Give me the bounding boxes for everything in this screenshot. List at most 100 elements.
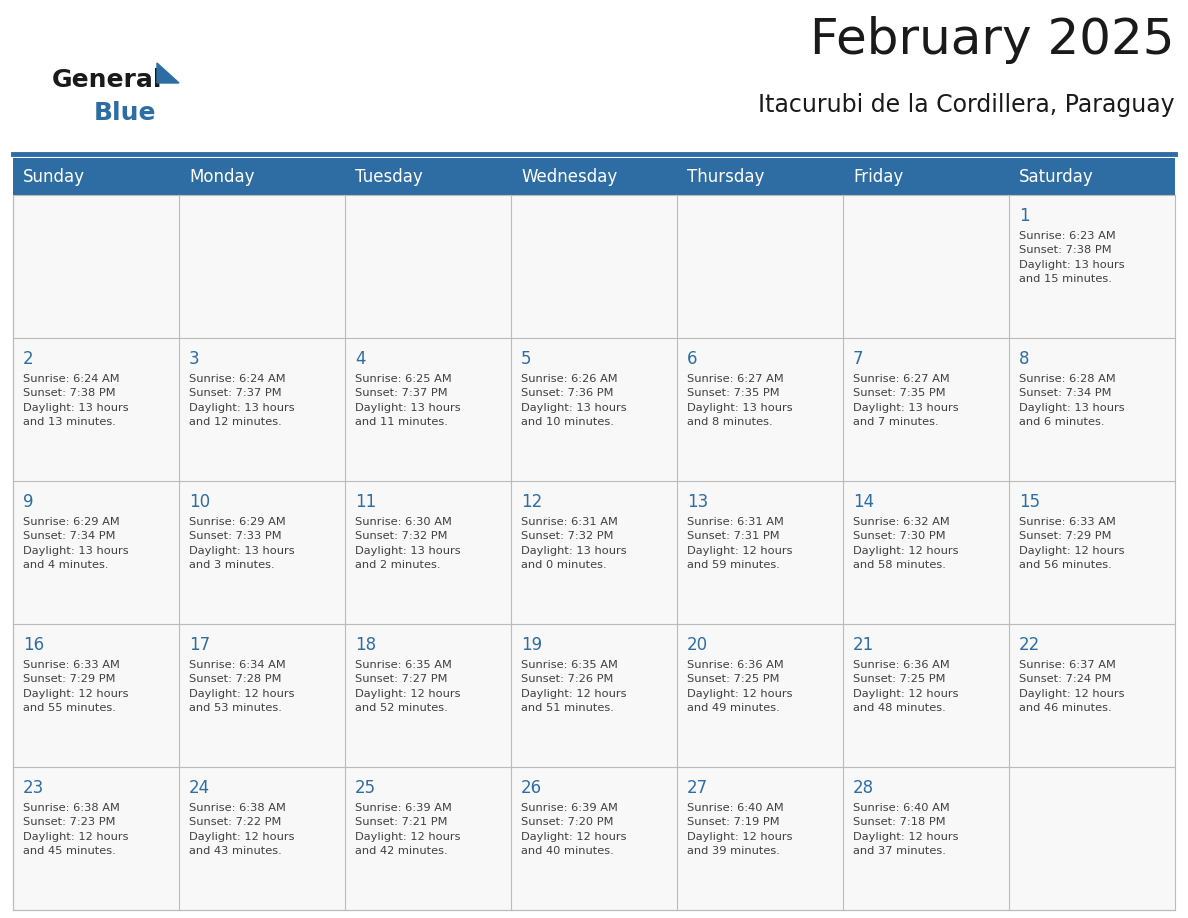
Text: General: General	[52, 68, 163, 92]
Bar	[345, 195, 511, 338]
Text: Saturday: Saturday	[1019, 167, 1094, 185]
Bar	[1009, 767, 1175, 910]
Text: Sunrise: 6:29 AM
Sunset: 7:34 PM
Daylight: 13 hours
and 4 minutes.: Sunrise: 6:29 AM Sunset: 7:34 PM Dayligh…	[23, 517, 128, 570]
Bar	[13, 624, 179, 767]
Text: Sunrise: 6:31 AM
Sunset: 7:31 PM
Daylight: 12 hours
and 59 minutes.: Sunrise: 6:31 AM Sunset: 7:31 PM Dayligh…	[687, 517, 792, 570]
Text: 13: 13	[687, 493, 708, 511]
Text: Sunrise: 6:25 AM
Sunset: 7:37 PM
Daylight: 13 hours
and 11 minutes.: Sunrise: 6:25 AM Sunset: 7:37 PM Dayligh…	[355, 374, 461, 427]
Bar	[511, 195, 677, 338]
Bar	[677, 338, 843, 481]
Bar	[677, 481, 843, 624]
Text: 4: 4	[355, 350, 366, 368]
Text: 23: 23	[23, 779, 44, 797]
Bar	[345, 624, 511, 767]
Text: 20: 20	[687, 636, 708, 654]
Text: Sunrise: 6:40 AM
Sunset: 7:19 PM
Daylight: 12 hours
and 39 minutes.: Sunrise: 6:40 AM Sunset: 7:19 PM Dayligh…	[687, 803, 792, 856]
Text: Sunrise: 6:33 AM
Sunset: 7:29 PM
Daylight: 12 hours
and 55 minutes.: Sunrise: 6:33 AM Sunset: 7:29 PM Dayligh…	[23, 660, 128, 713]
Text: Wednesday: Wednesday	[522, 167, 618, 185]
Text: Sunrise: 6:32 AM
Sunset: 7:30 PM
Daylight: 12 hours
and 58 minutes.: Sunrise: 6:32 AM Sunset: 7:30 PM Dayligh…	[853, 517, 959, 570]
Text: Sunrise: 6:40 AM
Sunset: 7:18 PM
Daylight: 12 hours
and 37 minutes.: Sunrise: 6:40 AM Sunset: 7:18 PM Dayligh…	[853, 803, 959, 856]
Text: Sunrise: 6:39 AM
Sunset: 7:21 PM
Daylight: 12 hours
and 42 minutes.: Sunrise: 6:39 AM Sunset: 7:21 PM Dayligh…	[355, 803, 461, 856]
Text: Sunrise: 6:36 AM
Sunset: 7:25 PM
Daylight: 12 hours
and 49 minutes.: Sunrise: 6:36 AM Sunset: 7:25 PM Dayligh…	[687, 660, 792, 713]
Bar	[843, 481, 1009, 624]
Bar	[345, 767, 511, 910]
Text: Sunrise: 6:39 AM
Sunset: 7:20 PM
Daylight: 12 hours
and 40 minutes.: Sunrise: 6:39 AM Sunset: 7:20 PM Dayligh…	[522, 803, 626, 856]
Bar	[677, 767, 843, 910]
Text: Sunrise: 6:38 AM
Sunset: 7:23 PM
Daylight: 12 hours
and 45 minutes.: Sunrise: 6:38 AM Sunset: 7:23 PM Dayligh…	[23, 803, 128, 856]
Bar	[843, 338, 1009, 481]
Bar	[511, 624, 677, 767]
Bar	[179, 338, 345, 481]
Bar	[843, 624, 1009, 767]
Text: Sunrise: 6:34 AM
Sunset: 7:28 PM
Daylight: 12 hours
and 53 minutes.: Sunrise: 6:34 AM Sunset: 7:28 PM Dayligh…	[189, 660, 295, 713]
Bar	[511, 481, 677, 624]
Text: 10: 10	[189, 493, 210, 511]
Text: 25: 25	[355, 779, 377, 797]
Text: Friday: Friday	[853, 167, 903, 185]
Bar	[843, 767, 1009, 910]
Text: 8: 8	[1019, 350, 1030, 368]
Text: 17: 17	[189, 636, 210, 654]
Bar	[345, 481, 511, 624]
Text: 2: 2	[23, 350, 33, 368]
Text: 1: 1	[1019, 207, 1030, 225]
Bar	[13, 767, 179, 910]
Bar	[13, 338, 179, 481]
Bar	[179, 624, 345, 767]
Text: Blue: Blue	[94, 101, 157, 125]
Bar	[511, 338, 677, 481]
Bar	[179, 195, 345, 338]
Bar	[511, 767, 677, 910]
Text: Sunrise: 6:35 AM
Sunset: 7:26 PM
Daylight: 12 hours
and 51 minutes.: Sunrise: 6:35 AM Sunset: 7:26 PM Dayligh…	[522, 660, 626, 713]
Text: 12: 12	[522, 493, 542, 511]
Text: 18: 18	[355, 636, 377, 654]
Bar	[345, 338, 511, 481]
Polygon shape	[157, 63, 179, 83]
Text: Sunrise: 6:24 AM
Sunset: 7:38 PM
Daylight: 13 hours
and 13 minutes.: Sunrise: 6:24 AM Sunset: 7:38 PM Dayligh…	[23, 374, 128, 427]
Text: 16: 16	[23, 636, 44, 654]
Text: 15: 15	[1019, 493, 1041, 511]
Text: February 2025: February 2025	[810, 16, 1175, 64]
Text: Sunrise: 6:27 AM
Sunset: 7:35 PM
Daylight: 13 hours
and 8 minutes.: Sunrise: 6:27 AM Sunset: 7:35 PM Dayligh…	[687, 374, 792, 427]
Text: Itacurubi de la Cordillera, Paraguay: Itacurubi de la Cordillera, Paraguay	[758, 93, 1175, 117]
Text: Sunrise: 6:23 AM
Sunset: 7:38 PM
Daylight: 13 hours
and 15 minutes.: Sunrise: 6:23 AM Sunset: 7:38 PM Dayligh…	[1019, 231, 1125, 285]
Bar	[843, 195, 1009, 338]
Text: 6: 6	[687, 350, 697, 368]
Text: Sunrise: 6:31 AM
Sunset: 7:32 PM
Daylight: 13 hours
and 0 minutes.: Sunrise: 6:31 AM Sunset: 7:32 PM Dayligh…	[522, 517, 626, 570]
Text: 3: 3	[189, 350, 200, 368]
Text: Sunday: Sunday	[23, 167, 86, 185]
Bar	[677, 195, 843, 338]
Bar	[1009, 624, 1175, 767]
Bar	[677, 624, 843, 767]
Text: Sunrise: 6:35 AM
Sunset: 7:27 PM
Daylight: 12 hours
and 52 minutes.: Sunrise: 6:35 AM Sunset: 7:27 PM Dayligh…	[355, 660, 461, 713]
Text: 5: 5	[522, 350, 531, 368]
Text: Tuesday: Tuesday	[355, 167, 423, 185]
Text: 22: 22	[1019, 636, 1041, 654]
Bar	[13, 158, 1175, 195]
Bar	[13, 195, 179, 338]
Text: Sunrise: 6:33 AM
Sunset: 7:29 PM
Daylight: 12 hours
and 56 minutes.: Sunrise: 6:33 AM Sunset: 7:29 PM Dayligh…	[1019, 517, 1125, 570]
Bar	[13, 481, 179, 624]
Text: Sunrise: 6:27 AM
Sunset: 7:35 PM
Daylight: 13 hours
and 7 minutes.: Sunrise: 6:27 AM Sunset: 7:35 PM Dayligh…	[853, 374, 959, 427]
Text: Sunrise: 6:24 AM
Sunset: 7:37 PM
Daylight: 13 hours
and 12 minutes.: Sunrise: 6:24 AM Sunset: 7:37 PM Dayligh…	[189, 374, 295, 427]
Text: 9: 9	[23, 493, 33, 511]
Text: 14: 14	[853, 493, 874, 511]
Text: Sunrise: 6:37 AM
Sunset: 7:24 PM
Daylight: 12 hours
and 46 minutes.: Sunrise: 6:37 AM Sunset: 7:24 PM Dayligh…	[1019, 660, 1125, 713]
Bar	[179, 767, 345, 910]
Bar	[1009, 338, 1175, 481]
Text: Monday: Monday	[189, 167, 254, 185]
Text: 7: 7	[853, 350, 864, 368]
Text: 19: 19	[522, 636, 542, 654]
Text: 24: 24	[189, 779, 210, 797]
Bar	[179, 481, 345, 624]
Text: Sunrise: 6:29 AM
Sunset: 7:33 PM
Daylight: 13 hours
and 3 minutes.: Sunrise: 6:29 AM Sunset: 7:33 PM Dayligh…	[189, 517, 295, 570]
Bar	[1009, 481, 1175, 624]
Text: 21: 21	[853, 636, 874, 654]
Text: 28: 28	[853, 779, 874, 797]
Text: 26: 26	[522, 779, 542, 797]
Text: Sunrise: 6:38 AM
Sunset: 7:22 PM
Daylight: 12 hours
and 43 minutes.: Sunrise: 6:38 AM Sunset: 7:22 PM Dayligh…	[189, 803, 295, 856]
Text: Sunrise: 6:28 AM
Sunset: 7:34 PM
Daylight: 13 hours
and 6 minutes.: Sunrise: 6:28 AM Sunset: 7:34 PM Dayligh…	[1019, 374, 1125, 427]
Text: Sunrise: 6:30 AM
Sunset: 7:32 PM
Daylight: 13 hours
and 2 minutes.: Sunrise: 6:30 AM Sunset: 7:32 PM Dayligh…	[355, 517, 461, 570]
Text: Sunrise: 6:26 AM
Sunset: 7:36 PM
Daylight: 13 hours
and 10 minutes.: Sunrise: 6:26 AM Sunset: 7:36 PM Dayligh…	[522, 374, 626, 427]
Text: Thursday: Thursday	[687, 167, 764, 185]
